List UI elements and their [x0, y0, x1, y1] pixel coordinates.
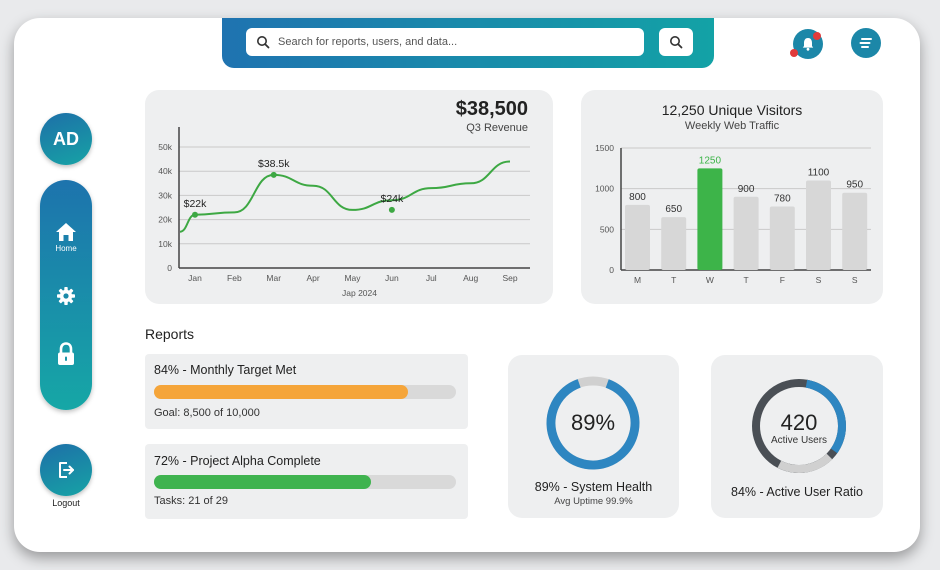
active-users-label: Active Users [770, 435, 828, 446]
report-detail: Goal: 8,500 of 10,000 [154, 407, 260, 419]
data-point [388, 206, 395, 213]
system-health-value: 89% [570, 410, 616, 435]
bar-value-label: 900 [738, 184, 755, 195]
x-tick-label: W [706, 275, 714, 285]
y-tick-label: 0 [609, 265, 614, 275]
gear-icon [57, 287, 75, 305]
x-tick-label: Aug [463, 273, 478, 283]
bar [625, 204, 650, 270]
report-title: 72% - Project Alpha Complete [154, 454, 321, 468]
system-health-sublabel: Avg Uptime 99.9% [554, 496, 633, 507]
x-axis-label: Jap 2024 [342, 288, 377, 298]
report-title: 84% - Monthly Target Met [154, 363, 297, 377]
bar-value-label: 1250 [699, 155, 722, 166]
bar-value-label: 650 [665, 204, 682, 215]
sidebar-item-security[interactable] [40, 342, 92, 366]
x-tick-label: T [671, 275, 676, 285]
x-tick-label: S [816, 275, 822, 285]
bar [661, 217, 687, 270]
x-tick-label: Feb [227, 273, 242, 283]
logout-icon [59, 462, 74, 478]
sidebar-item-settings[interactable] [40, 286, 92, 306]
progress-bar [154, 385, 456, 399]
notification-dot [790, 49, 798, 57]
x-tick-label: May [344, 273, 361, 283]
data-label: $38.5k [258, 158, 290, 170]
visitors-title: 12,250 Unique Visitors [661, 102, 803, 118]
y-tick-label: 1500 [595, 143, 614, 153]
x-tick-label: Jul [426, 273, 437, 283]
bar [733, 196, 759, 270]
x-tick-label: Mar [266, 273, 281, 283]
search-input[interactable]: Search for reports, users, and data... [246, 28, 644, 56]
report-card[interactable]: 84% - Monthly Target Met Goal: 8,500 of … [145, 354, 468, 429]
revenue-line-chart: 0 10k 20k 30k 40k 50k Jan Feb Mar Apr May Jun Jul Aug… [158, 127, 530, 298]
progress-bar-fill [154, 475, 372, 489]
y-tick-label: 50k [158, 142, 172, 152]
sidebar-nav: Home [40, 180, 92, 410]
visitors-bar-chart: 0 500 1000 1500 800 M 650 T 1250 W 900 T 780 F 1100 S 95… [595, 143, 871, 285]
active-users-ratio-label: 84% - Active User Ratio [731, 485, 863, 499]
bar-value-label: 780 [774, 194, 791, 205]
avatar-initials: AD [53, 128, 79, 149]
progress-bar [154, 475, 456, 489]
report-card[interactable]: 72% - Project Alpha Complete Tasks: 21 o… [145, 444, 468, 519]
bar-value-label: 800 [629, 192, 646, 203]
sidebar-item-label: Home [55, 244, 77, 253]
series-line [179, 160, 511, 233]
y-tick-label: 10k [158, 239, 172, 249]
x-tick-label: Jan [188, 273, 202, 283]
search-icon [670, 36, 683, 49]
data-point [270, 171, 277, 178]
home-icon [56, 223, 76, 241]
bar [806, 180, 831, 270]
progress-bar-fill [154, 385, 408, 399]
bell-icon [802, 38, 814, 51]
system-health-label: 89% - System Health [534, 480, 653, 494]
logout-button[interactable] [40, 444, 92, 496]
x-tick-label: S [852, 275, 858, 285]
report-detail: Tasks: 21 of 29 [154, 495, 228, 507]
y-tick-label: 20k [158, 215, 172, 225]
search-button[interactable] [659, 28, 693, 56]
data-label: $24k [380, 193, 404, 205]
y-tick-label: 500 [600, 224, 614, 234]
search-placeholder: Search for reports, users, and data... [278, 36, 458, 48]
system-health-ring [546, 376, 640, 470]
reports-heading: Reports [145, 326, 195, 342]
y-tick-label: 30k [158, 190, 172, 200]
search-icon [257, 36, 270, 49]
x-tick-label: Apr [307, 273, 320, 283]
y-tick-label: 1000 [595, 184, 614, 194]
x-tick-label: Sep [502, 273, 517, 283]
visitors-subtitle: Weekly Web Traffic [684, 120, 780, 132]
revenue-subtitle: Q3 Revenue [466, 122, 528, 134]
lock-icon [58, 342, 74, 365]
bar-value-label: 950 [846, 180, 863, 191]
active-users-ring [752, 379, 846, 473]
active-users-value: 420 [780, 410, 818, 435]
x-tick-label: F [780, 275, 785, 285]
bar-value-label: 1100 [808, 168, 830, 179]
data-label: $22k [184, 198, 208, 210]
x-tick-label: T [743, 275, 748, 285]
revenue-value: $38,500 [455, 98, 528, 120]
bar [769, 206, 795, 270]
data-point [192, 211, 198, 218]
logout-label: Logout [52, 498, 80, 508]
bar [842, 192, 868, 270]
x-tick-label: M [634, 275, 641, 285]
avatar[interactable]: AD [40, 113, 92, 165]
menu-button[interactable] [851, 28, 881, 58]
x-tick-label: Jun [385, 273, 399, 283]
sidebar-item-home[interactable]: Home [40, 222, 92, 253]
y-tick-label: 40k [158, 166, 172, 176]
notification-dot [813, 32, 821, 40]
y-tick-label: 0 [167, 263, 172, 273]
menu-icon [859, 38, 872, 48]
bar [697, 168, 723, 270]
